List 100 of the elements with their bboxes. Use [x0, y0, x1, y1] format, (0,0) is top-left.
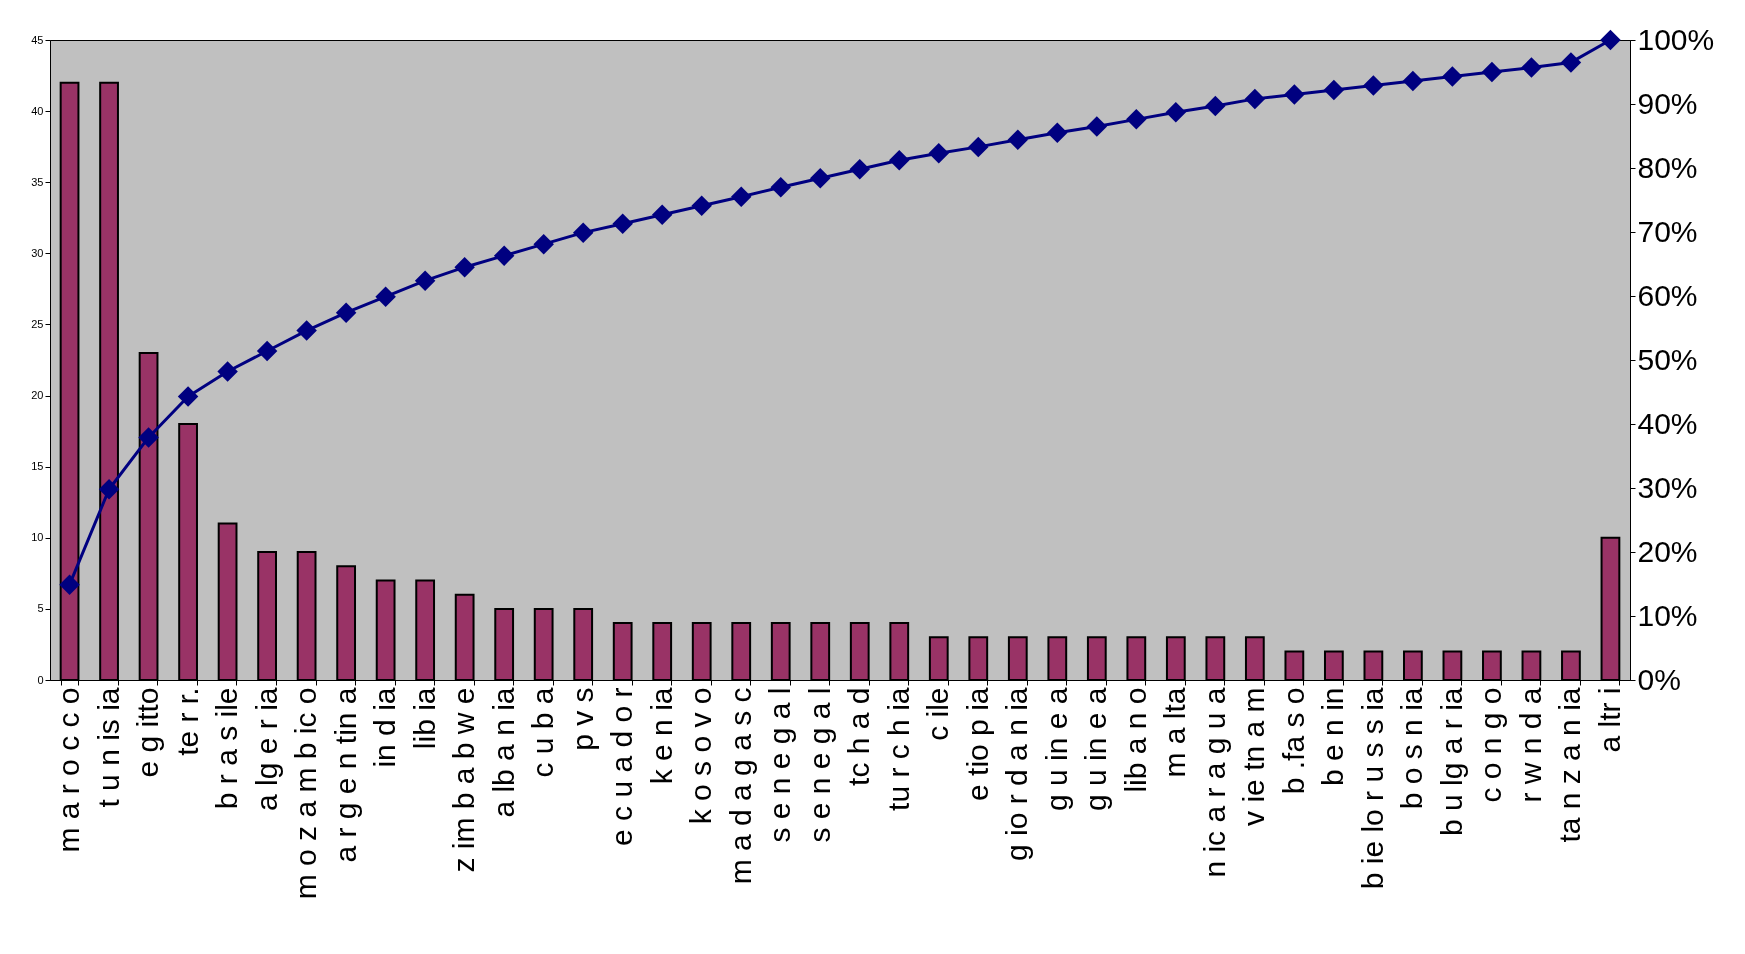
y2-tick-label: 40%	[1637, 406, 1698, 440]
x-tick-label: lib ia	[407, 687, 441, 750]
y2-tick-label: 30%	[1637, 470, 1698, 504]
point	[1007, 129, 1029, 151]
point	[810, 167, 831, 189]
point	[730, 186, 752, 208]
x-tick-label: g io r d a n ia	[1000, 687, 1034, 861]
y2-tick-label: 90%	[1637, 86, 1698, 120]
point	[770, 176, 791, 198]
x-tick-label: m a lta	[1158, 687, 1192, 778]
y-tick-label: 45	[31, 33, 44, 46]
x-tick-label: e c u a d o r	[605, 687, 639, 846]
x-tick-label: c u b a	[526, 687, 560, 778]
x-tick-label: v ie tn a m	[1237, 687, 1271, 826]
point	[59, 574, 80, 595]
x-tick-label: lib a n o	[1118, 687, 1152, 793]
y2-tick-label: 100%	[1637, 22, 1715, 56]
x-tick-label: b .fa s o	[1276, 687, 1310, 795]
x-tick-label: g u in e a	[1039, 687, 1073, 811]
x-tick-label: z im b a b w e	[447, 687, 481, 873]
y-tick-label: 30	[31, 246, 44, 259]
point	[889, 150, 910, 171]
point	[296, 320, 317, 341]
point	[1047, 122, 1068, 144]
x-tick-label: tc h a d	[842, 687, 876, 786]
point	[1363, 75, 1384, 96]
point	[691, 195, 712, 217]
x-tick-label: a ltr i	[1592, 687, 1626, 753]
x-tick-label: b u lg a r ia	[1434, 687, 1468, 836]
y-tick-label: 40	[31, 104, 44, 117]
y-tick-label: 15	[31, 460, 44, 473]
point	[1244, 88, 1266, 110]
x-tick-label: e tio p ia	[960, 687, 994, 801]
x-tick-label: t u n is ia	[91, 687, 125, 808]
x-tick-label: in d ia	[368, 687, 402, 768]
point	[651, 204, 673, 225]
x-tick-label: a r g e n tin a	[328, 687, 362, 863]
point	[572, 222, 594, 243]
y2-tick-label: 50%	[1637, 342, 1698, 376]
point	[1600, 29, 1621, 51]
point	[849, 159, 870, 180]
y-tick-label: 35	[31, 175, 44, 188]
x-tick-label: g u in e a	[1079, 687, 1113, 811]
x-tick-label: b e n in	[1316, 687, 1350, 786]
point	[1402, 70, 1424, 92]
point	[1481, 61, 1503, 83]
x-tick-label: c o n g o	[1474, 687, 1508, 803]
point	[533, 233, 554, 255]
point	[493, 245, 515, 266]
point	[335, 302, 357, 323]
y2-tick-label: 10%	[1637, 598, 1698, 632]
x-tick-label: c ile	[921, 687, 955, 741]
x-tick-label: k e n ia	[644, 687, 678, 785]
x-tick-label: a lb a n ia	[486, 687, 520, 818]
x-tick-label: s e n e g a l	[763, 687, 797, 843]
point	[1442, 66, 1463, 87]
x-tick-label: s e n e g a l	[802, 687, 836, 843]
point	[256, 340, 278, 362]
point	[98, 479, 120, 500]
y-tick-label: 5	[37, 602, 44, 615]
x-tick-label: k o s o v o	[684, 687, 718, 825]
y2-tick-label: 20%	[1637, 534, 1698, 568]
x-tick-label: a lg e r ia	[249, 687, 283, 811]
x-tick-label: e g itto	[131, 687, 165, 778]
point	[612, 213, 633, 234]
x-tick-label: r w n d a	[1513, 687, 1547, 803]
y2-tick-label: 0%	[1637, 662, 1681, 696]
point	[1165, 102, 1187, 123]
point	[454, 256, 475, 278]
y-tick-label: 0	[37, 673, 44, 686]
x-tick-label: m o z a m b ic o	[289, 687, 323, 900]
point	[217, 361, 238, 382]
x-tick-label: b o s n ia	[1395, 687, 1429, 810]
point	[1126, 109, 1147, 130]
point	[1521, 57, 1542, 78]
x-tick-label: b r a s ile	[210, 687, 244, 810]
x-tick-label: b ie lo r u s s ia	[1355, 687, 1389, 890]
y2-tick-label: 80%	[1637, 150, 1698, 184]
point	[1323, 79, 1345, 101]
point	[375, 286, 396, 307]
x-tick-label: n ic a r a g u a	[1197, 687, 1231, 878]
point	[177, 386, 199, 407]
y-tick-label: 10	[31, 531, 44, 544]
point	[968, 136, 989, 158]
x-tick-label: p v s	[565, 687, 599, 751]
point	[138, 427, 159, 448]
y2-tick-label: 70%	[1637, 214, 1698, 248]
y-tick-label: 25	[31, 317, 44, 330]
point	[1205, 95, 1226, 117]
x-tick-label: m a d a g a s c	[723, 687, 757, 885]
y2-tick-label: 60%	[1637, 278, 1698, 312]
x-tick-label: tu r c h ia	[881, 687, 915, 811]
x-tick-label: m a r o c c o	[52, 687, 86, 853]
point	[1560, 52, 1582, 73]
x-tick-label: ta n z a n ia	[1553, 687, 1587, 843]
y-tick-label: 20	[31, 389, 44, 402]
point	[414, 270, 436, 291]
point	[1086, 116, 1108, 137]
point	[928, 143, 950, 164]
point	[1284, 84, 1305, 105]
